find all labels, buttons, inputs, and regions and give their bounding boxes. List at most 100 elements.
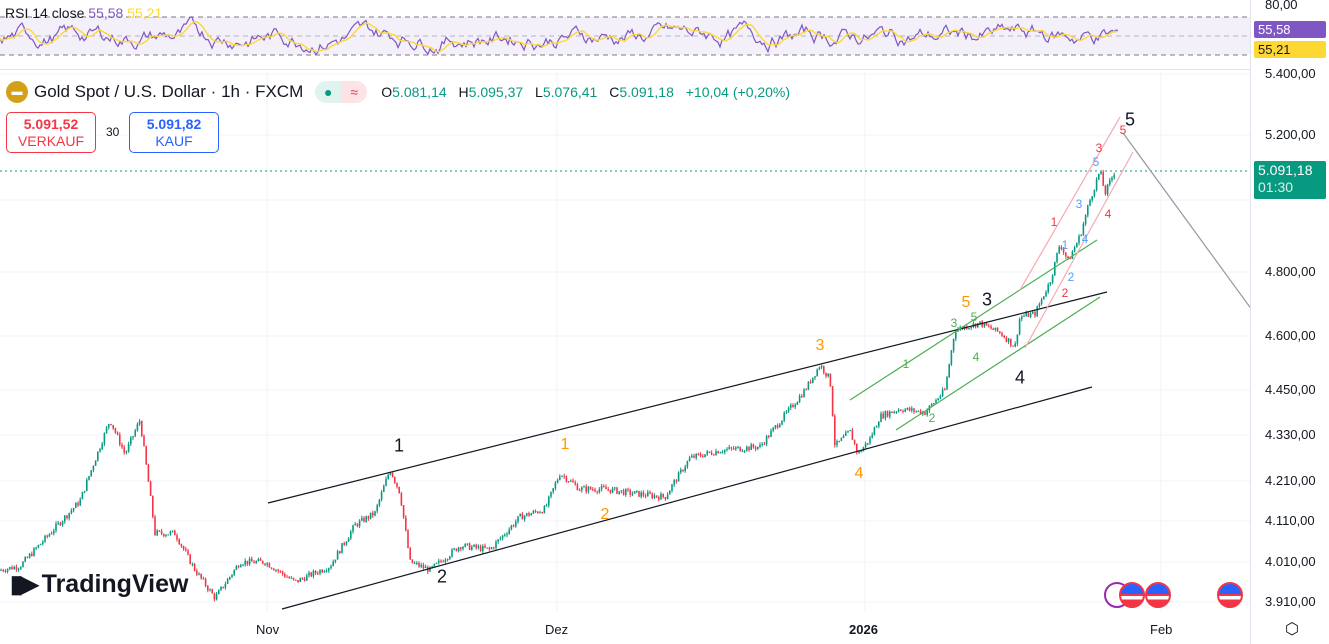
sell-button[interactable]: 5.091,52 VERKAUF bbox=[6, 112, 96, 153]
candle-body bbox=[658, 496, 660, 500]
wave-label-black[interactable]: 5 bbox=[1124, 109, 1136, 130]
candle-body bbox=[728, 447, 730, 450]
wave-label-green[interactable]: 3 bbox=[950, 316, 958, 330]
candle-body bbox=[1010, 338, 1012, 346]
candle-body bbox=[1005, 337, 1008, 342]
candle-body bbox=[444, 559, 447, 563]
wave-label-green[interactable]: 4 bbox=[972, 350, 980, 364]
symbol-title[interactable]: Gold Spot / U.S. Dollar · 1h · FXCM bbox=[34, 82, 304, 101]
candle-body bbox=[550, 491, 552, 497]
wave-label-orange[interactable]: 1 bbox=[560, 436, 570, 453]
wave-label-black[interactable]: 3 bbox=[981, 289, 993, 310]
price-axis[interactable]: 80,00 55,58 55,21 5.400,00 5.200,00 5.09… bbox=[1250, 0, 1329, 644]
candle-body bbox=[398, 486, 400, 494]
wave-label-red[interactable]: 2 bbox=[1061, 286, 1069, 300]
price-chart[interactable]: 1 2 3 4 5 1 2 3 4 5 1 2 3 4 5 1 2 3 4 5 1 2 3 4 5 bbox=[0, 71, 1253, 611]
candle-body bbox=[440, 560, 442, 562]
wave-label-black[interactable]: 4 bbox=[1014, 367, 1026, 388]
candle-body bbox=[11, 567, 13, 570]
chart-settings-icon[interactable]: ⬡ bbox=[1285, 621, 1299, 638]
green-channel-lower[interactable] bbox=[895, 296, 1101, 431]
green-channel-upper[interactable] bbox=[849, 239, 1098, 401]
wave-label-blue[interactable]: 3 bbox=[1075, 197, 1083, 211]
wave-label-orange[interactable]: 2 bbox=[600, 506, 610, 523]
candle-body bbox=[416, 562, 418, 564]
candle-body bbox=[482, 545, 484, 552]
buy-label: KAUF bbox=[155, 133, 193, 149]
wave-label-green[interactable]: 1 bbox=[902, 357, 910, 371]
price-tick: 4.330,00 bbox=[1265, 427, 1316, 442]
chart-canvas[interactable] bbox=[0, 71, 1253, 611]
projection-line[interactable] bbox=[1122, 132, 1253, 311]
wave-label-blue[interactable]: 2 bbox=[1067, 270, 1075, 284]
channel-upper-line[interactable] bbox=[267, 291, 1108, 504]
red-channel-upper[interactable] bbox=[1019, 116, 1121, 291]
wave-label-red[interactable]: 1 bbox=[1050, 215, 1058, 229]
candle-body bbox=[950, 350, 953, 365]
market-status[interactable]: ● ≈ bbox=[315, 81, 368, 103]
us-economic-event-icon[interactable] bbox=[1217, 582, 1243, 608]
candle-body bbox=[798, 396, 801, 403]
candle-body bbox=[59, 522, 62, 526]
us-economic-event-icon[interactable] bbox=[1145, 582, 1171, 608]
wave-label-orange[interactable]: 5 bbox=[961, 294, 971, 311]
candle-body bbox=[1051, 275, 1054, 283]
candle-body bbox=[629, 489, 631, 495]
candle-body bbox=[715, 451, 717, 456]
candle-body bbox=[504, 534, 506, 536]
candle-body bbox=[189, 554, 191, 565]
price-tick: 4.600,00 bbox=[1265, 328, 1316, 343]
symbol-header[interactable]: ▬ Gold Spot / U.S. Dollar · 1h · FXCM ● … bbox=[6, 81, 798, 103]
wave-label-blue[interactable]: 1 bbox=[1061, 238, 1069, 252]
wave-label-green[interactable]: 2 bbox=[928, 411, 936, 425]
channel-lower-line[interactable] bbox=[281, 386, 1093, 610]
candle-body bbox=[306, 575, 308, 581]
candle-body bbox=[171, 530, 174, 532]
time-label: Dez bbox=[545, 622, 569, 637]
candle-body bbox=[418, 562, 420, 567]
candle-body bbox=[323, 571, 326, 573]
tradingview-logo[interactable]: ▮▶ TradingView bbox=[10, 570, 188, 599]
buy-button[interactable]: 5.091,82 KAUF bbox=[129, 112, 219, 153]
rsi-pane[interactable]: RSI 14 close 55,58 55,21 bbox=[0, 0, 1250, 70]
wave-label-red[interactable]: 3 bbox=[1095, 141, 1103, 155]
candle-body bbox=[1036, 306, 1038, 316]
red-channel-lower[interactable] bbox=[1024, 151, 1134, 349]
candle-body bbox=[600, 486, 603, 490]
candle-body bbox=[532, 510, 535, 514]
candle-body bbox=[180, 544, 183, 547]
candle-body bbox=[297, 580, 299, 582]
wave-label-red[interactable]: 5 bbox=[1119, 123, 1127, 137]
rsi-legend[interactable]: RSI 14 close 55,58 55,21 bbox=[5, 5, 162, 21]
candle-body bbox=[719, 452, 722, 454]
candle-body bbox=[207, 585, 209, 591]
candle-body bbox=[809, 381, 812, 383]
wave-label-orange[interactable]: 4 bbox=[854, 465, 864, 482]
wave-label-green[interactable]: 5 bbox=[970, 310, 978, 324]
candle-body bbox=[710, 452, 713, 455]
candle-body bbox=[501, 535, 504, 539]
wave-label-black[interactable]: 2 bbox=[436, 566, 448, 587]
candle-body bbox=[636, 490, 638, 492]
candle-body bbox=[686, 461, 689, 467]
candle-body bbox=[677, 472, 680, 482]
candle-body bbox=[493, 547, 495, 549]
wave-label-blue[interactable]: 5 bbox=[1092, 155, 1100, 169]
candle-body bbox=[886, 411, 889, 417]
candle-body bbox=[649, 492, 651, 494]
candle-body bbox=[1029, 313, 1032, 317]
wave-label-red[interactable]: 4 bbox=[1104, 207, 1112, 221]
candle-body bbox=[587, 486, 590, 492]
wave-label-blue[interactable]: 4 bbox=[1081, 232, 1089, 246]
wave-label-orange[interactable]: 3 bbox=[815, 337, 825, 354]
candle-body bbox=[944, 389, 946, 391]
candle-body bbox=[343, 543, 345, 545]
candle-body bbox=[585, 486, 587, 492]
candle-body bbox=[213, 593, 216, 600]
wave-label-black[interactable]: 1 bbox=[393, 435, 405, 456]
candle-body bbox=[823, 366, 825, 373]
approx-icon: ≈ bbox=[341, 81, 368, 103]
candle-body bbox=[224, 583, 227, 588]
candle-body bbox=[420, 564, 422, 567]
us-economic-event-icon[interactable] bbox=[1119, 582, 1145, 608]
